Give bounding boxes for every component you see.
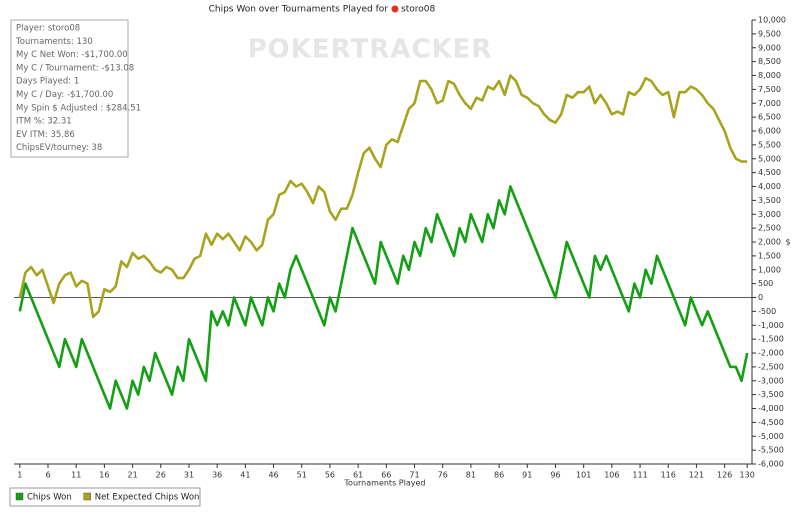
x-tick-label: 56 [325, 471, 335, 480]
x-tick-label: 121 [689, 471, 704, 480]
x-tick-label: 16 [99, 471, 109, 480]
x-tick-label: 31 [184, 471, 194, 480]
x-tick-label: 41 [240, 471, 250, 480]
chart-title-player: storo08 [401, 5, 435, 15]
y-tick-label: 6,000 [758, 127, 781, 136]
x-tick-label: 116 [661, 471, 676, 480]
y-tick-label: -5,500 [758, 446, 784, 455]
x-tick-label: 66 [381, 471, 391, 480]
x-tick-label: 46 [268, 471, 278, 480]
series-line [18, 74, 748, 319]
info-box-frame [10, 19, 129, 158]
series-line [18, 185, 749, 410]
y-tick-label: -1,000 [758, 321, 784, 330]
info-line: ChipsEV/tourney: 38 [16, 143, 102, 153]
x-axis-label: Tournaments Played [344, 479, 426, 488]
info-line: My Spin $ Adjusted : $284.51 [16, 103, 141, 113]
legend-frame [9, 487, 201, 507]
y-tick-label: 0 [758, 293, 763, 302]
x-tick-label: 96 [550, 471, 560, 480]
chart-title: Chips Won over Tournaments Played for [209, 5, 389, 15]
y-tick-label: 5,000 [758, 154, 781, 163]
y-tick-label: 10,000 [758, 16, 786, 25]
x-tick-label: 86 [494, 471, 504, 480]
x-tick-label: 126 [717, 471, 732, 480]
y-tick-label: -6,000 [758, 460, 784, 469]
y-tick-label: 9,500 [758, 29, 781, 38]
x-tick-label: 81 [466, 471, 476, 480]
info-line: My C Net Won: -$1,700.00 [16, 50, 128, 60]
y-tick-label: 5,500 [758, 140, 781, 149]
x-tick-label: 1 [17, 471, 22, 480]
y-tick-label: 1,500 [758, 251, 781, 260]
y-tick-label: -3,500 [758, 390, 784, 399]
player-icon [391, 5, 399, 13]
info-line: Days Played: 1 [16, 77, 79, 87]
y-tick-label: 500 [758, 279, 773, 288]
x-tick-label: 111 [632, 471, 647, 480]
x-tick-label: 71 [409, 471, 419, 480]
y-tick-label: 4,500 [758, 168, 781, 177]
y-tick-label: -1,500 [758, 335, 784, 344]
x-tick-label: 76 [438, 471, 448, 480]
info-line: Tournaments: 130 [15, 37, 93, 47]
y-tick-label: -5,000 [758, 432, 784, 441]
legend-swatch [15, 492, 24, 501]
info-box: Player: storo08 Tournaments: 130 My C Net … [10, 19, 141, 158]
legend-label: Net Expected Chips Won [95, 493, 200, 503]
x-tick-label: 11 [71, 471, 81, 480]
info-line: EV ITM: 35.86 [16, 130, 75, 140]
x-tick-label: 51 [297, 471, 307, 480]
x-tick-label: 91 [522, 471, 532, 480]
y-tick-label: 2,500 [758, 224, 781, 233]
legend-swatch [83, 492, 91, 501]
y-tick-label: -2,500 [758, 362, 784, 371]
y-tick-label: 3,500 [758, 196, 781, 205]
info-line: My C / Tournament: -$13.08 [16, 63, 134, 73]
x-tick-label: 36 [212, 471, 222, 480]
y-tick-label: 8,500 [758, 57, 781, 66]
x-tick-label: 101 [576, 471, 591, 480]
y-tick-label: 2,000 [758, 238, 781, 247]
y-tick-label: 3,000 [758, 210, 781, 219]
y-axis-label: $ [785, 238, 790, 247]
x-tick-label: 61 [353, 471, 363, 480]
x-tick-label: 106 [604, 471, 619, 480]
x-tick-label: 26 [156, 471, 166, 480]
y-tick-label: 8,000 [758, 71, 781, 80]
info-line: Player: storo08 [16, 24, 80, 34]
y-tick-label: -500 [758, 307, 776, 316]
watermark: POKERTRACKER [248, 35, 493, 65]
x-tick-label: 6 [45, 471, 50, 480]
y-tick-label: 1,000 [758, 265, 781, 274]
y-tick-label: -2,000 [758, 349, 784, 358]
info-line: ITM %: 32.31 [16, 117, 72, 127]
y-tick-label: 9,000 [758, 43, 781, 52]
y-tick-label: -3,000 [758, 376, 784, 385]
y-tick-label: 7,000 [758, 99, 781, 108]
x-tick-label: 21 [127, 471, 137, 480]
y-tick-label: 7,500 [758, 85, 781, 94]
y-tick-label: -4,500 [758, 418, 784, 427]
info-line: My C / Day: -$1,700.00 [16, 90, 113, 100]
y-tick-label: 4,000 [758, 182, 781, 191]
legend-label: Chips Won [27, 493, 72, 503]
y-tick-label: 6,500 [758, 113, 781, 122]
y-tick-label: -4,000 [758, 404, 784, 413]
x-tick-label: 130 [740, 471, 755, 480]
